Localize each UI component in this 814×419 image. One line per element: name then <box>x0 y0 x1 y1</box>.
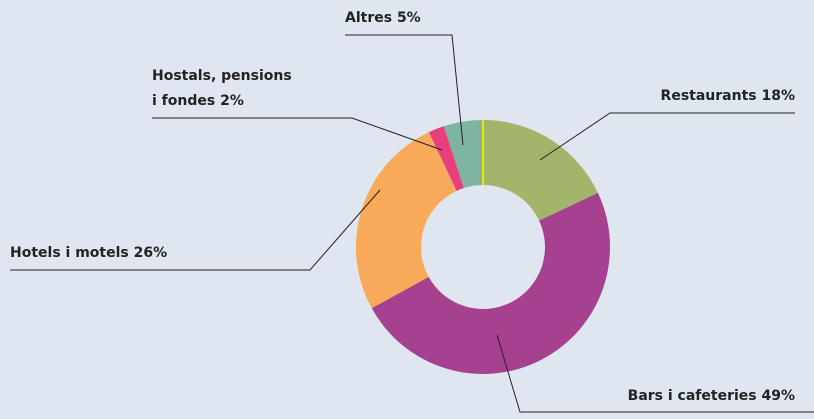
slice-label: Hotels i motels 26% <box>10 245 167 261</box>
category-label: Bars i cafeteries <box>628 388 762 404</box>
donut-slice <box>428 126 464 191</box>
labels: Restaurants 18% Bars i cafeteries 49% Hote… <box>10 10 814 413</box>
leader-line <box>539 112 795 161</box>
category-label: i fondes <box>152 93 220 109</box>
slice-label: Bars i cafeteries 49% <box>628 388 795 404</box>
slice-label: Restaurants 18% <box>661 88 795 104</box>
value-label: 26% <box>134 245 168 261</box>
category-label: Altres <box>345 10 397 26</box>
category-label: Restaurants <box>661 88 762 104</box>
slice-label: Hostals, pensions <box>152 68 292 84</box>
donut-slice <box>371 192 610 374</box>
leader-line <box>152 117 443 151</box>
value-label: 5% <box>397 10 421 26</box>
slice-label: i fondes 2% <box>152 93 244 109</box>
leader-line <box>496 334 814 413</box>
value-label: 18% <box>761 88 795 104</box>
value-label: 2% <box>220 93 244 109</box>
donut-slice <box>356 132 457 309</box>
category-label: Hostals, pensions <box>152 68 292 84</box>
leader-line <box>10 189 381 271</box>
leader-line <box>345 34 464 146</box>
donut-slice <box>443 120 483 189</box>
donut-slice <box>483 120 598 221</box>
value-label: 49% <box>761 388 795 404</box>
category-label: Hotels i motels <box>10 245 134 261</box>
slice-label: Altres 5% <box>345 10 421 26</box>
donut <box>356 120 610 374</box>
